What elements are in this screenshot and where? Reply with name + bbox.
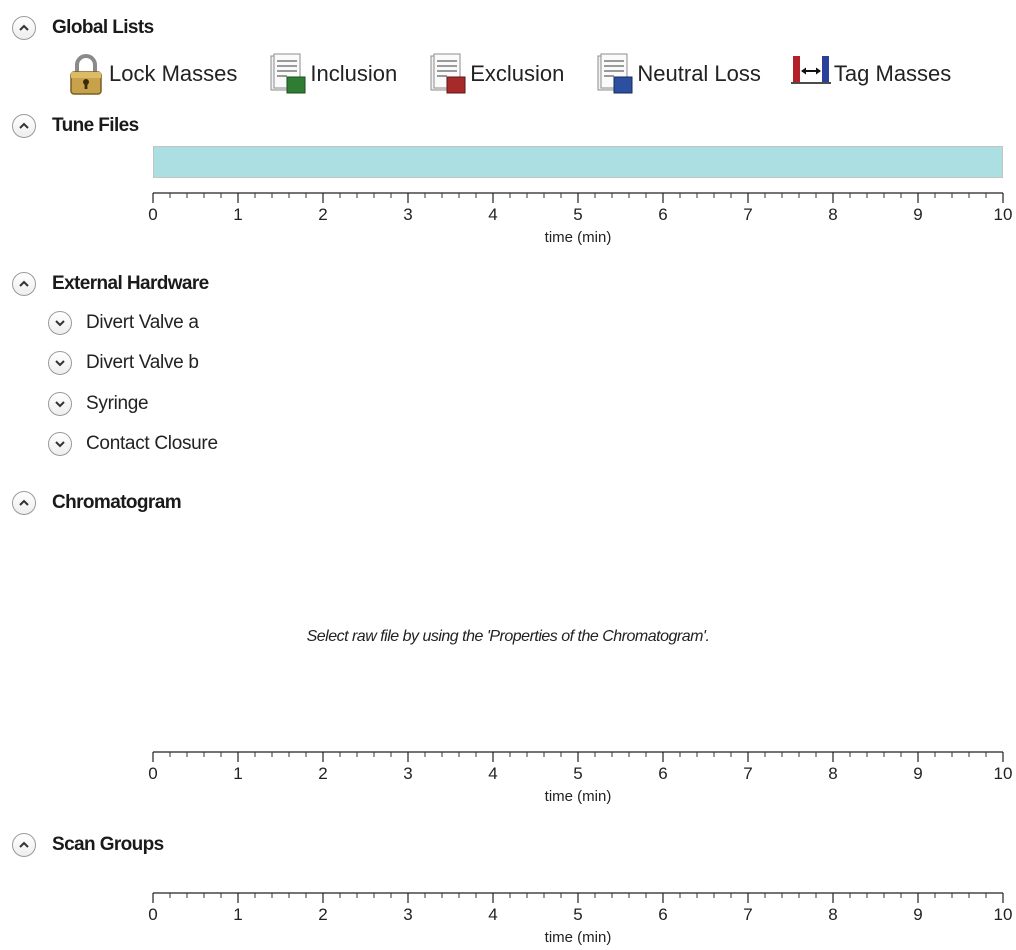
- tune-files-header: Tune Files: [12, 112, 139, 140]
- neutral-loss-list-icon: [597, 53, 633, 94]
- chevron-up-icon: [19, 24, 29, 31]
- chevron-up-icon: [19, 499, 29, 506]
- tick-label: 0: [148, 905, 157, 924]
- divert-valve-a-item[interactable]: Divert Valve a: [48, 308, 199, 338]
- global-lists-header: Global Lists: [12, 14, 154, 42]
- tick-label: 3: [403, 205, 412, 224]
- tag-masses-label: Tag Masses: [833, 61, 952, 86]
- inclusion-label: Inclusion: [310, 61, 398, 86]
- tick-label: 5: [573, 205, 582, 224]
- divert-valve-a-label: Divert Valve a: [86, 312, 199, 333]
- neutral-loss-label: Neutral Loss: [637, 61, 761, 86]
- tick-label: 10: [994, 764, 1013, 783]
- axis-label: time (min): [545, 229, 612, 246]
- lock-masses-button[interactable]: Lock Masses: [66, 52, 237, 96]
- collapse-chromatogram-button[interactable]: [12, 491, 36, 515]
- collapse-scan-groups-button[interactable]: [12, 833, 36, 857]
- tick-label: 1: [233, 205, 242, 224]
- chevron-down-icon: [55, 320, 65, 327]
- scan-groups-title: Scan Groups: [52, 834, 164, 855]
- tick-label: 10: [994, 905, 1013, 924]
- inclusion-list-icon: [270, 53, 306, 94]
- tick-label: 4: [488, 764, 497, 783]
- neutral-loss-button[interactable]: Neutral Loss: [594, 52, 761, 96]
- chromatogram-time-axis: 0 1 2 3 4 5 6 7 8 9 10 time (min): [148, 751, 1013, 805]
- tick-label: 3: [403, 764, 412, 783]
- syringe-label: Syringe: [86, 393, 149, 414]
- chromatogram-title: Chromatogram: [52, 492, 182, 513]
- tick-label: 7: [743, 205, 752, 224]
- collapse-external-hardware-button[interactable]: [12, 272, 36, 296]
- tick-label: 10: [994, 205, 1013, 224]
- expand-contact-closure-button[interactable]: [48, 432, 72, 456]
- inclusion-button[interactable]: Inclusion: [267, 52, 397, 96]
- tick-label: 9: [913, 764, 922, 783]
- scan-groups-header: Scan Groups: [12, 831, 164, 859]
- exclusion-label: Exclusion: [470, 61, 565, 86]
- tick-label: 0: [148, 764, 157, 783]
- contact-closure-item[interactable]: Contact Closure: [48, 429, 218, 459]
- lock-masses-label: Lock Masses: [109, 61, 238, 86]
- tick-label: 6: [658, 205, 667, 224]
- tick-label: 9: [913, 205, 922, 224]
- tick-label: 4: [488, 905, 497, 924]
- chevron-up-icon: [19, 122, 29, 129]
- scan-groups-time-axis: 0 1 2 3 4 5 6 7 8 9 10 time (min): [148, 892, 1013, 946]
- exclusion-button[interactable]: Exclusion: [427, 52, 564, 96]
- collapse-global-lists-button[interactable]: [12, 16, 36, 40]
- expand-divert-valve-a-button[interactable]: [48, 311, 72, 335]
- chevron-down-icon: [55, 441, 65, 448]
- tick-label: 0: [148, 205, 157, 224]
- chevron-down-icon: [55, 401, 65, 408]
- tick-label: 9: [913, 905, 922, 924]
- tick-label: 1: [233, 764, 242, 783]
- tick-label: 4: [488, 205, 497, 224]
- external-hardware-header: External Hardware: [12, 270, 209, 298]
- chevron-up-icon: [19, 841, 29, 848]
- chromatogram-placeholder-message: Select raw file by using the 'Properties…: [306, 628, 710, 645]
- tick-label: 6: [658, 764, 667, 783]
- tag-masses-button[interactable]: Tag Masses: [790, 52, 952, 96]
- tick-label: 5: [573, 905, 582, 924]
- collapse-tune-files-button[interactable]: [12, 114, 36, 138]
- tick-label: 7: [743, 905, 752, 924]
- tick-label: 6: [658, 905, 667, 924]
- expand-syringe-button[interactable]: [48, 392, 72, 416]
- tick-label: 1: [233, 905, 242, 924]
- expand-divert-valve-b-button[interactable]: [48, 351, 72, 375]
- tick-label: 2: [318, 764, 327, 783]
- tune-file-bar[interactable]: [153, 146, 1003, 178]
- external-hardware-title: External Hardware: [52, 273, 209, 294]
- tick-label: 5: [573, 764, 582, 783]
- tick-label: 8: [828, 764, 837, 783]
- tick-label: 3: [403, 905, 412, 924]
- exclusion-list-icon: [430, 53, 466, 94]
- chromatogram-header: Chromatogram: [12, 489, 182, 517]
- tick-label: 8: [828, 905, 837, 924]
- tune-files-title: Tune Files: [52, 115, 139, 136]
- syringe-item[interactable]: Syringe: [48, 389, 149, 419]
- padlock-icon: [70, 54, 102, 95]
- tick-label: 2: [318, 905, 327, 924]
- tick-label: 2: [318, 205, 327, 224]
- global-lists-title: Global Lists: [52, 17, 154, 38]
- contact-closure-label: Contact Closure: [86, 433, 218, 454]
- divert-valve-b-item[interactable]: Divert Valve b: [48, 348, 199, 378]
- tick-label: 8: [828, 205, 837, 224]
- axis-label: time (min): [545, 788, 612, 805]
- chevron-down-icon: [55, 360, 65, 367]
- tag-masses-icon: [790, 56, 831, 84]
- axis-label: time (min): [545, 929, 612, 946]
- tick-label: 7: [743, 764, 752, 783]
- divert-valve-b-label: Divert Valve b: [86, 352, 199, 373]
- tune-files-time-axis: 0 1 2 3 4 5 6 7 8 9 10 time (min): [148, 192, 1013, 246]
- global-lists-toolbar: Lock Masses Inclusion Exclusion: [66, 52, 951, 96]
- chevron-up-icon: [19, 280, 29, 287]
